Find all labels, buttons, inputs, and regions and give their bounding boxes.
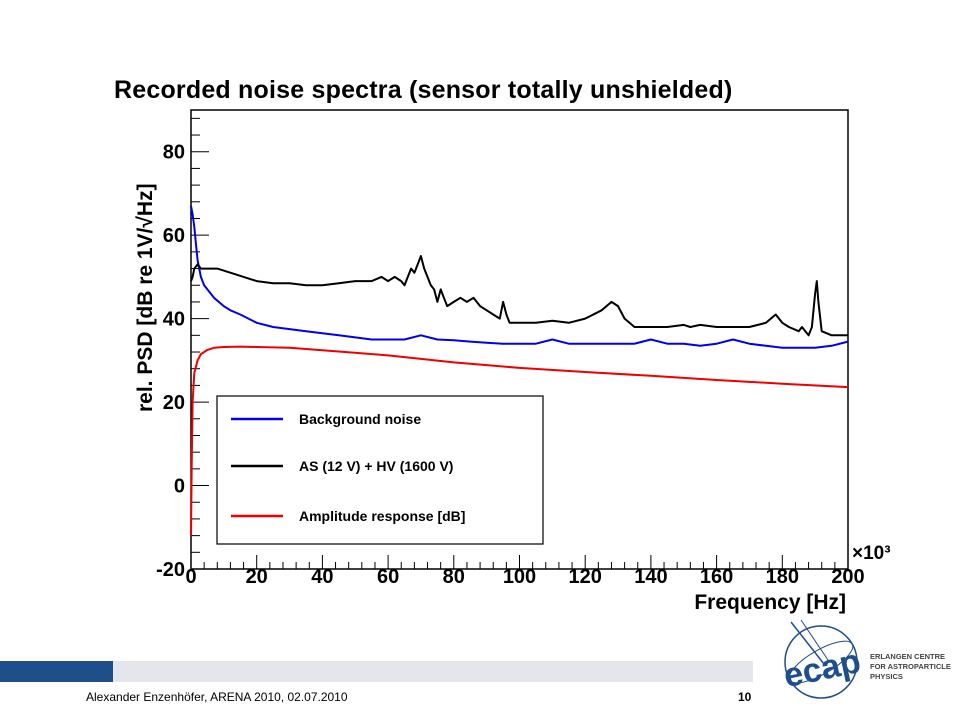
- footer-bar-accent: [0, 661, 113, 682]
- logo-mark: [784, 619, 858, 699]
- y-tick-label: 60: [163, 225, 185, 247]
- legend-label-amplitude-response: Amplitude response [dB]: [299, 508, 465, 524]
- y-tick-label: 20: [163, 392, 185, 414]
- x-tick-label: 100: [503, 566, 536, 588]
- footer-author: Alexander Enzenhöfer, ARENA 2010, 02.07.…: [86, 690, 348, 704]
- legend: Background noise AS (12 V) + HV (1600 V)…: [216, 395, 544, 545]
- logo-line-2: FOR ASTROPARTICLE: [870, 662, 951, 671]
- page-number: 10: [738, 690, 752, 704]
- y-tick-label: 80: [163, 142, 185, 164]
- logo-line-3: PHYSICS: [870, 672, 903, 681]
- x-tick-label: 20: [246, 566, 268, 588]
- legend-label-as-hv: AS (12 V) + HV (1600 V): [299, 458, 453, 474]
- series-line-as-12-v-hv-1600-v: [190, 255, 848, 337]
- x-tick-label: 0: [185, 566, 196, 588]
- x-tick-label: 60: [377, 566, 399, 588]
- series-line-amplitude-response-db: [190, 345, 849, 536]
- y-tick-label: 0: [174, 476, 185, 498]
- legend-label-background-noise: Background noise: [299, 411, 421, 427]
- y-tick-label: -20: [156, 559, 185, 581]
- x-tick-label: 180: [766, 566, 799, 588]
- x-tick-label: 80: [443, 566, 465, 588]
- x-tick-label: 200: [831, 566, 864, 588]
- series-line-background-noise: [190, 205, 849, 349]
- series-layer: [190, 205, 849, 536]
- logo-wordmark: ecap: [780, 642, 864, 695]
- y-tick-label: 40: [163, 309, 185, 331]
- footer-bar: [113, 661, 753, 682]
- x-tick-label: 40: [311, 566, 333, 588]
- x-axis-multiplier: ×10³: [852, 543, 891, 564]
- y-axis-label: rel. PSD [dB re 1V/√Hz]: [134, 183, 157, 412]
- logo-line-1: ERLANGEN CENTRE: [870, 652, 945, 661]
- legend-box: [216, 395, 544, 545]
- x-tick-label: 120: [569, 566, 602, 588]
- slide-title: Recorded noise spectra (sensor totally u…: [114, 76, 733, 104]
- x-tick-label: 140: [634, 566, 667, 588]
- x-axis-label: Frequency [Hz]: [694, 591, 846, 614]
- x-tick-label: 160: [700, 566, 733, 588]
- ecap-logo: ecap ERLANGEN CENTRE FOR ASTROPARTICLE P…: [780, 619, 951, 699]
